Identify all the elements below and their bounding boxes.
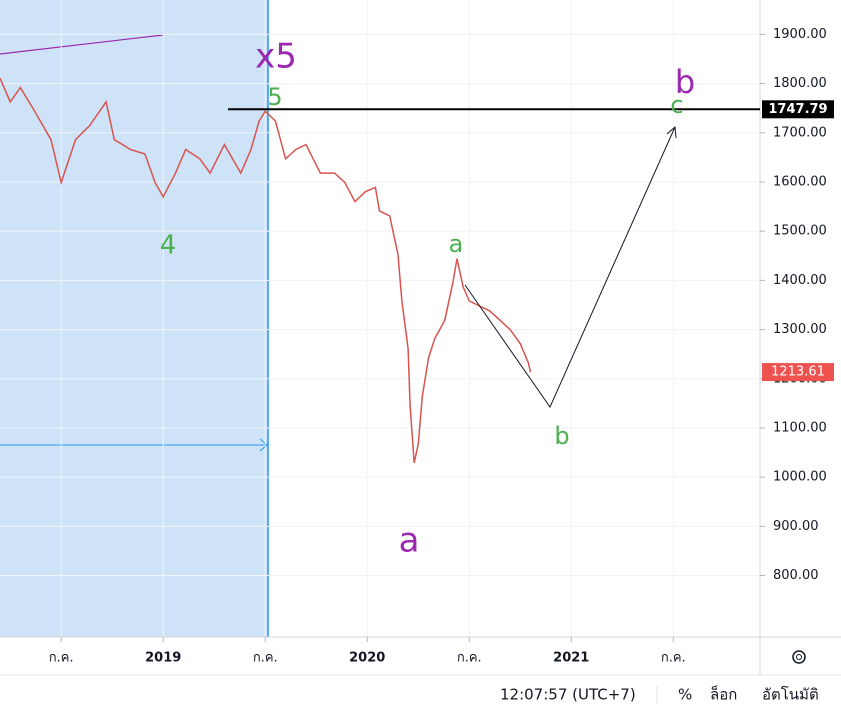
price-line <box>0 77 532 464</box>
level-tag <box>762 100 834 119</box>
percent-button[interactable]: % <box>678 686 692 704</box>
arrow-head <box>666 125 677 139</box>
trend-line <box>0 34 164 55</box>
level-label: 1747.79 <box>768 102 827 117</box>
y-tick-label: 1700.00 <box>773 125 827 140</box>
wave-label: b <box>554 422 569 450</box>
x-tick-label: ก.ค. <box>457 651 482 666</box>
auto-button[interactable]: อัตโนมัติ <box>762 686 819 704</box>
wave-label: 5 <box>267 83 282 111</box>
x-tick-label: ก.ค. <box>49 651 74 666</box>
x-tick-label: ก.ค. <box>253 651 278 666</box>
wave-label: a <box>449 230 464 258</box>
y-tick-label: 1100.00 <box>773 420 827 435</box>
x-tick-label: ก.ค. <box>661 651 686 666</box>
projection <box>464 126 676 409</box>
y-tick-label: 900.00 <box>773 519 819 534</box>
y-tick-label: 1000.00 <box>773 470 827 485</box>
x-tick-label: 2020 <box>349 651 385 666</box>
clock: 12:07:57 (UTC+7) <box>500 686 636 704</box>
log-button[interactable]: ล็อก <box>710 685 737 704</box>
x-tick-label: 2019 <box>145 651 181 666</box>
y-tick-label: 1800.00 <box>773 76 827 91</box>
y-tick-label: 1300.00 <box>773 322 827 337</box>
wave-label: 4 <box>160 231 177 261</box>
y-tick-label: 1600.00 <box>773 175 827 190</box>
wave-label: a <box>399 521 420 561</box>
wave-label: c <box>670 91 683 119</box>
wave-label: b <box>675 63 695 101</box>
gear <box>792 650 806 664</box>
arrow-head <box>259 438 268 452</box>
y-tick-label: 1900.00 <box>773 27 827 42</box>
y-tick-label: 1400.00 <box>773 273 827 288</box>
settings-icon[interactable] <box>792 650 806 664</box>
x-tick-label: 2021 <box>553 651 589 666</box>
gear-hub <box>796 654 802 660</box>
price-label: 1213.61 <box>771 365 825 380</box>
wave-label: x5 <box>255 37 297 77</box>
y-tick-label: 1500.00 <box>773 224 827 239</box>
y-tick-label: 800.00 <box>773 568 819 583</box>
price-tag <box>762 363 834 382</box>
date-range <box>0 0 268 637</box>
